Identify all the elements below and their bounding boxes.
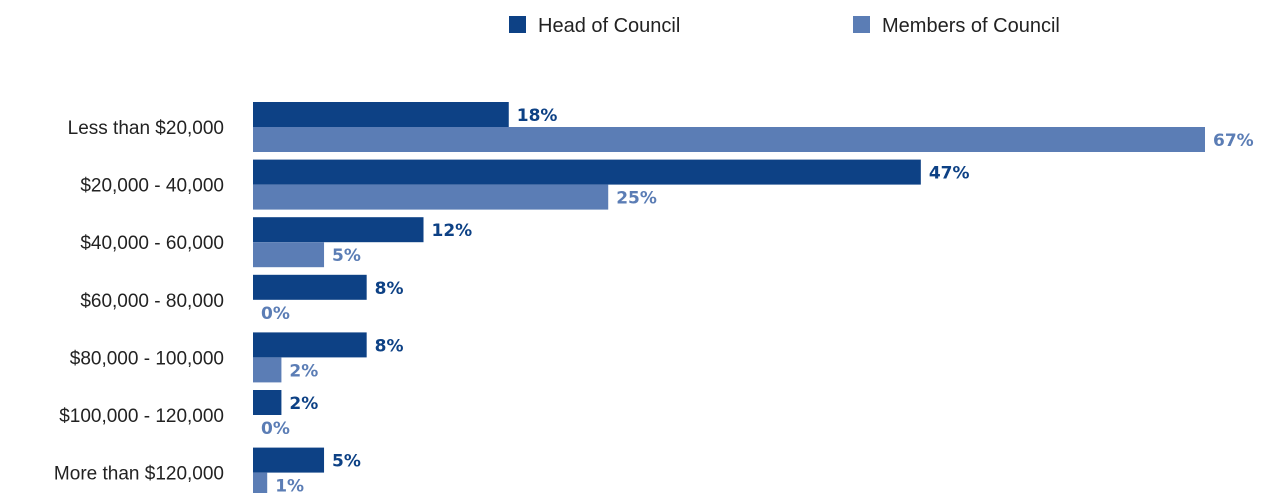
head-of-council-value-label: 47% <box>929 164 970 184</box>
category-label: $40,000 - 60,000 <box>80 233 224 254</box>
legend-label-members-of-council: Members of Council <box>882 15 1060 37</box>
head-of-council-bar <box>253 274 367 300</box>
head-of-council-bar <box>253 102 509 127</box>
legend-swatch-members-of-council <box>853 16 870 33</box>
head-of-council-bar <box>253 332 367 358</box>
head-of-council-value-label: 8% <box>375 279 404 299</box>
value-labels: 18% 67% 47% 25% 12% 5% 8% 0% 8% 2% 2% 0% 5% 1% <box>261 106 1254 493</box>
head-of-council-value-label: 18% <box>517 106 558 126</box>
head-of-council-value-label: 12% <box>432 221 473 241</box>
category-label: $80,000 - 100,000 <box>70 348 224 369</box>
head-of-council-value-label: 5% <box>332 452 361 472</box>
members-of-council-value-label: 2% <box>289 361 318 381</box>
members-of-council-bar <box>253 357 282 383</box>
category-label: Less than $20,000 <box>68 118 224 139</box>
members-of-council-value-label: 67% <box>1213 131 1254 151</box>
members-of-council-value-label: 0% <box>261 304 290 324</box>
head-of-council-value-label: 8% <box>375 336 404 356</box>
members-of-council-bar <box>253 242 325 268</box>
category-labels: Less than $20,000 $20,000 - 40,000 $40,000… <box>54 118 224 485</box>
category-label: $20,000 - 40,000 <box>80 176 224 197</box>
legend: Head of Council Members of Council <box>509 15 1060 37</box>
members-of-council-value-label: 0% <box>261 419 290 439</box>
legend-label-head-of-council: Head of Council <box>538 15 680 37</box>
head-of-council-bar <box>253 447 325 473</box>
members-of-council-bar <box>253 127 1205 152</box>
members-of-council-value-label: 5% <box>332 246 361 266</box>
members-of-council-value-label: 1% <box>275 477 304 493</box>
head-of-council-bar <box>253 217 424 243</box>
members-of-council-bar <box>253 184 609 210</box>
category-label: $100,000 - 120,000 <box>59 406 224 427</box>
category-label: $60,000 - 80,000 <box>80 291 224 312</box>
head-of-council-bar <box>253 159 921 185</box>
head-of-council-value-label: 2% <box>289 394 318 414</box>
category-label: More than $120,000 <box>54 464 224 485</box>
members-of-council-value-label: 25% <box>616 189 657 209</box>
bars <box>253 102 1205 493</box>
legend-swatch-head-of-council <box>509 16 526 33</box>
head-of-council-bar <box>253 390 282 415</box>
members-of-council-bar <box>253 472 268 493</box>
